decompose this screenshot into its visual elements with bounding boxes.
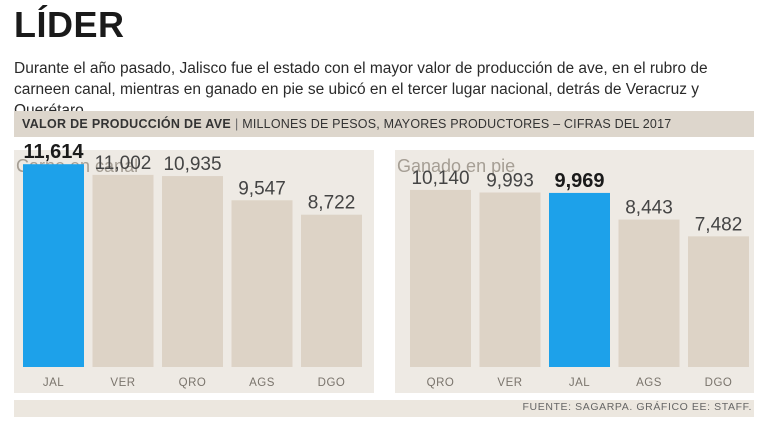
chart-caption-band: VALOR DE PRODUCCIÓN DE AVE | MILLONES DE P… <box>14 111 754 137</box>
tick-label-ganado-jal: JAL <box>569 377 590 389</box>
page-title: LÍDER <box>14 4 125 45</box>
data-label-ganado-dgo: 7,482 <box>695 214 743 235</box>
tick-label-ganado-ags: AGS <box>636 377 662 389</box>
data-label-carne-qro: 10,935 <box>163 154 221 175</box>
bar-carne-ver <box>92 174 154 367</box>
data-label-carne-dgo: 8,722 <box>308 193 356 214</box>
data-label-carne-ver: 11,002 <box>95 153 152 174</box>
tick-label-ganado-ver: VER <box>497 377 522 389</box>
bar-ganado-ver <box>479 192 541 367</box>
caption-separator: | <box>234 117 239 131</box>
caption-units: MILLONES DE PESOS, MAYORES PRODUCTORES –… <box>242 117 672 131</box>
caption-title: VALOR DE PRODUCCIÓN DE AVE <box>22 117 231 131</box>
tick-label-carne-jal: JAL <box>43 377 64 389</box>
data-label-carne-ags: 9,547 <box>238 178 286 199</box>
chart-carne: Carne en canal11,614JAL11,002VER10,935QR… <box>14 141 374 393</box>
tick-label-carne-qro: QRO <box>179 377 207 389</box>
bar-ganado-jal <box>549 192 610 367</box>
bar-carne-jal <box>23 164 84 367</box>
tick-label-ganado-qro: QRO <box>427 377 455 389</box>
subtitle: Durante el año pasado, Jalisco fue el es… <box>14 60 708 119</box>
chart-title-ganado: Ganado en pie <box>397 156 515 176</box>
source-note: FUENTE: SAGARPA. GRÁFICO EE: STAFF. <box>522 401 752 413</box>
data-label-ganado-jal: 9,969 <box>554 170 604 192</box>
data-label-ganado-qro: 10,140 <box>411 168 469 189</box>
tick-label-ganado-dgo: DGO <box>705 377 733 389</box>
bar-ganado-qro <box>410 189 471 367</box>
bar-carne-dgo <box>301 214 362 367</box>
tick-label-carne-dgo: DGO <box>318 377 346 389</box>
bar-ganado-dgo <box>688 236 749 367</box>
bar-ganado-ags <box>618 219 680 367</box>
tick-label-carne-ver: VER <box>110 377 135 389</box>
tick-label-carne-ags: AGS <box>249 377 275 389</box>
data-label-carne-jal: 11,614 <box>23 141 84 163</box>
data-label-ganado-ver: 9,993 <box>486 171 534 192</box>
bar-carne-ags <box>231 200 293 367</box>
footer-band <box>14 400 754 417</box>
bar-carne-qro <box>162 176 223 367</box>
data-label-ganado-ags: 8,443 <box>625 198 673 219</box>
